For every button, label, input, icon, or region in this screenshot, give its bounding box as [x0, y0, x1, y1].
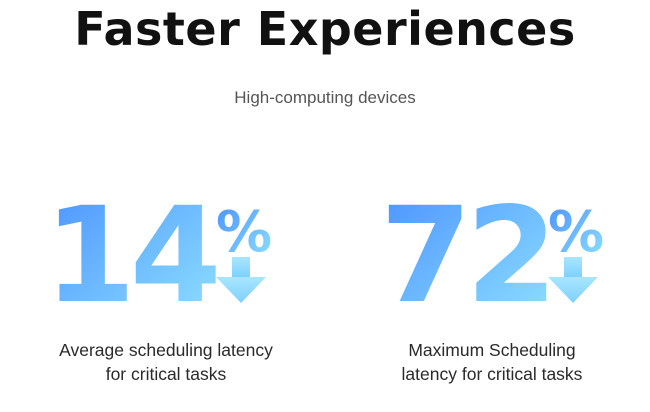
- caption-line: for critical tasks: [105, 364, 227, 384]
- stat-value: 14: [44, 195, 216, 315]
- stat-graphic: 72 %: [380, 195, 604, 315]
- stat-unit: %: [548, 200, 604, 265]
- stat-card-maximum-latency: 72 %: [372, 195, 642, 315]
- caption-line: Average scheduling latency: [59, 340, 273, 360]
- caption-line: Maximum Scheduling: [408, 340, 576, 360]
- stat-caption-maximum-latency: Maximum Scheduling latency for critical …: [352, 338, 632, 386]
- stat-caption-average-latency: Average scheduling latency for critical …: [26, 338, 306, 386]
- page-title: Faster Experiences: [74, 2, 576, 56]
- stat-graphic: 14 %: [44, 195, 272, 315]
- stat-unit: %: [216, 200, 272, 265]
- page-subtitle: High-computing devices: [234, 88, 416, 107]
- stat-card-average-latency: 14 %: [40, 195, 310, 315]
- stat-value: 72: [380, 195, 552, 315]
- down-arrow-icon: [548, 257, 598, 303]
- caption-line: latency for critical tasks: [401, 364, 583, 384]
- down-arrow-icon: [216, 257, 266, 303]
